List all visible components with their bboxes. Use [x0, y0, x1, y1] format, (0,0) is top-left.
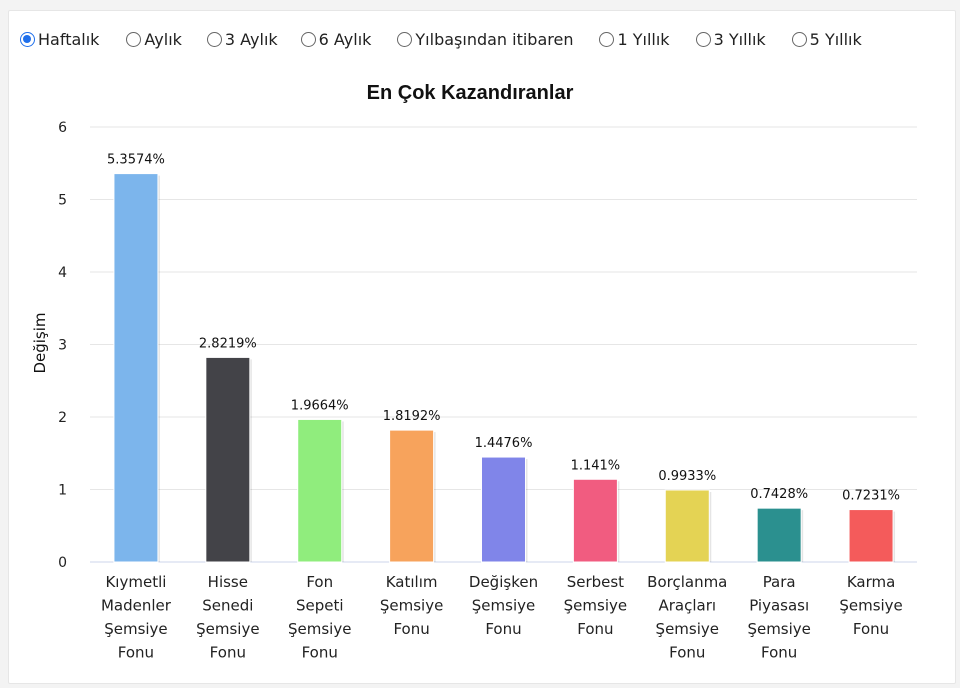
radio-icon[interactable] — [791, 32, 807, 47]
y-axis-label: Değişim — [31, 312, 49, 373]
period-option-5-yillik[interactable]: 5 Yıllık — [791, 30, 862, 49]
bar[interactable] — [481, 456, 526, 563]
data-labels: 5.3574% 2.8219% 1.9664% 1.8192% 1.4476% 1.141… — [107, 153, 900, 504]
radio-icon[interactable] — [599, 32, 615, 47]
radio-icon[interactable] — [126, 32, 142, 47]
y-tick-label: 2 — [58, 410, 67, 426]
data-label: 0.7231% — [842, 489, 900, 504]
period-label: Haftalık — [38, 30, 100, 49]
x-tick-label: Borçlanma Araçları Şemsiye Fonu — [647, 573, 727, 662]
period-label: Yılbaşından itibaren — [415, 30, 574, 49]
radio-icon[interactable] — [20, 32, 35, 47]
x-tick-label: Değişken Şemsiye Fonu — [469, 573, 538, 638]
y-tick-label: 6 — [58, 120, 67, 136]
x-tick-label: Hisse Senedi Şemsiye Fonu — [196, 573, 259, 662]
bar[interactable] — [664, 489, 710, 563]
period-option-haftalik[interactable]: Haftalık — [20, 30, 99, 49]
period-label: 5 Yıllık — [809, 30, 862, 49]
period-label: 3 Aylık — [224, 30, 278, 49]
y-tick-label: 4 — [58, 265, 67, 281]
y-tick-label: 0 — [58, 555, 67, 571]
bar[interactable] — [297, 418, 343, 563]
data-label: 1.8192% — [383, 409, 441, 424]
period-option-yilbasindan[interactable]: Yılbaşından itibaren — [397, 30, 573, 49]
period-label: 1 Yıllık — [617, 30, 670, 49]
period-label: 3 Yıllık — [713, 30, 766, 49]
bar[interactable] — [205, 356, 251, 563]
period-option-6-aylik[interactable]: 6 Aylık — [300, 30, 372, 49]
y-tick-label: 1 — [58, 483, 67, 499]
period-label: 6 Aylık — [318, 30, 372, 49]
data-label: 1.9664% — [291, 398, 349, 413]
x-tick-label: Serbest Şemsiye Fonu — [564, 573, 627, 638]
radio-icon[interactable] — [397, 32, 413, 47]
bar[interactable] — [848, 509, 894, 563]
period-option-3-yillik[interactable]: 3 Yıllık — [695, 30, 766, 49]
x-tick-label: Kıymetli Madenler Şemsiye Fonu — [101, 573, 172, 662]
y-tick-label: 3 — [58, 338, 67, 354]
x-tick-label: Katılım Şemsiye Fonu — [380, 573, 443, 638]
period-option-3-aylik[interactable]: 3 Aylık — [206, 30, 278, 49]
data-label: 2.8219% — [199, 336, 257, 351]
x-tick-label: Karma Şemsiye Fonu — [839, 573, 902, 638]
bar[interactable] — [756, 507, 802, 563]
bar[interactable] — [572, 478, 618, 563]
x-tick-label: Para Piyasası Şemsiye Fonu — [747, 573, 810, 662]
bar[interactable] — [113, 173, 159, 563]
bars — [113, 173, 896, 563]
radio-icon[interactable] — [695, 32, 711, 47]
x-tick-label: Fon Sepeti Şemsiye Fonu — [288, 573, 351, 662]
period-option-aylik[interactable]: Aylık — [126, 30, 182, 49]
chart-card — [8, 10, 956, 684]
data-label: 1.141% — [571, 458, 621, 473]
data-label: 0.7428% — [750, 487, 808, 502]
period-selector: Haftalık Aylık 3 Aylık 6 Aylık Yılbaşınd… — [20, 30, 862, 49]
data-label: 5.3574% — [107, 153, 165, 168]
chart-title: En Çok Kazandıranlar — [367, 82, 574, 104]
period-label: Aylık — [144, 30, 182, 49]
x-axis: Kıymetli Madenler Şemsiye Fonu Hisse Senedi Şe… — [101, 573, 903, 662]
y-tick-label: 5 — [58, 193, 67, 209]
radio-icon[interactable] — [206, 32, 222, 47]
period-option-1-yillik[interactable]: 1 Yıllık — [599, 30, 670, 49]
radio-icon[interactable] — [300, 32, 316, 47]
bar[interactable] — [389, 429, 435, 563]
data-label: 0.9933% — [658, 469, 716, 484]
data-label: 1.4476% — [475, 436, 533, 451]
